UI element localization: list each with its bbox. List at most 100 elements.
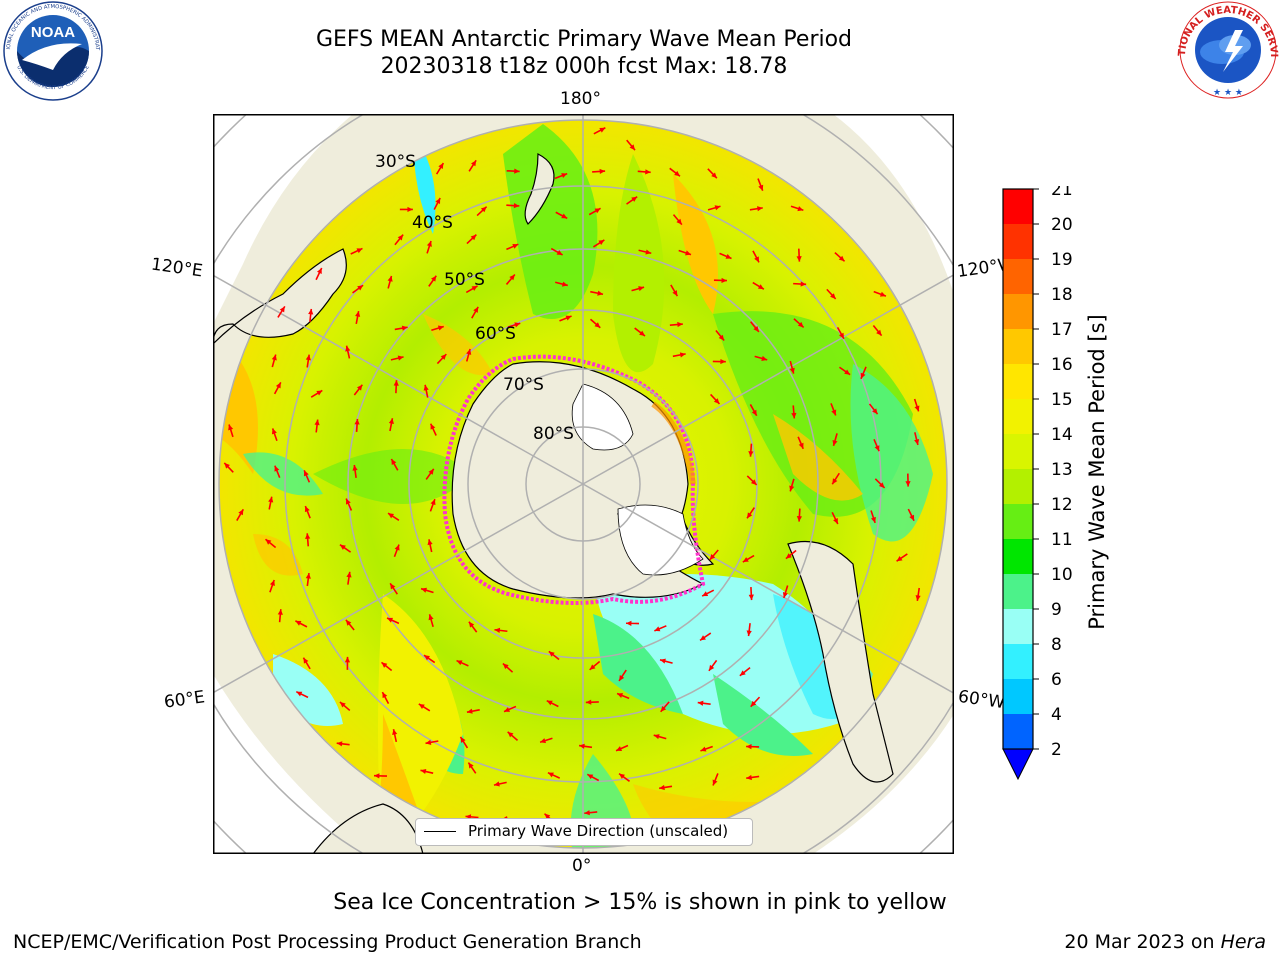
wave-arrow (707, 205, 721, 211)
wave-arrow (353, 384, 363, 396)
wave-arrow (429, 498, 436, 512)
wave-arrow (832, 433, 838, 447)
wave-arrow (466, 234, 477, 245)
wave-arrow (749, 206, 763, 212)
colorbar-segment (1003, 294, 1033, 329)
colorbar-tick-label: 21 (1051, 186, 1073, 200)
wave-arrow (749, 404, 758, 417)
wave-arrow (459, 736, 469, 749)
colorbar-tick-label: 9 (1051, 600, 1062, 620)
wave-arrow (757, 178, 764, 191)
wave-arrow (914, 432, 920, 446)
wave-arrow (418, 703, 431, 712)
wave-arrow (228, 424, 234, 438)
wave-arrow (388, 418, 394, 432)
wave-arrow (748, 443, 754, 457)
wave-arrow (507, 322, 521, 328)
wave-arrow (625, 620, 640, 626)
wave-arrow (471, 306, 479, 319)
wave-arrow (506, 168, 520, 174)
wave-arrow (339, 701, 351, 712)
wave-arrow (915, 587, 921, 601)
title-line1: GEFS MEAN Antarctic Primary Wave Mean Pe… (315, 27, 853, 52)
wave-arrow (831, 472, 840, 485)
colorbar: 2 4 6 8 9 10 11 12 13 14 15 16 17 18 19 20 21 (1002, 186, 1073, 781)
footer-host: Hera (1220, 931, 1266, 953)
wave-arrow (830, 403, 837, 416)
colorbar-tick-label: 11 (1051, 530, 1073, 550)
wave-arrow (592, 168, 606, 175)
colorbar-segment (1003, 329, 1033, 364)
wave-arrow (274, 465, 281, 479)
wave-arrow (626, 139, 636, 151)
colorbar-tick-label: 10 (1051, 565, 1073, 585)
wave-arrow (386, 617, 400, 625)
wave-arrow (752, 281, 765, 290)
wave-arrow (585, 699, 599, 705)
colorbar-tick-label: 12 (1051, 495, 1073, 515)
wave-arrow (381, 691, 390, 705)
wave-arrow (425, 468, 435, 480)
wave-arrow (467, 762, 477, 774)
footer-credit: NCEP/EMC/Verification Post Processing Pr… (13, 931, 642, 953)
wave-arrow (277, 609, 283, 623)
noaa-logo-icon: NOAA NATIONAL OCEANIC AND ATMOSPHERIC AD… (2, 0, 103, 101)
wave-arrow (429, 423, 437, 436)
wave-arrow (277, 305, 286, 318)
colorbar-extend-arrow (1002, 748, 1034, 781)
lat-label-60s: 60°S (475, 324, 516, 344)
wave-arrow (874, 478, 886, 489)
colorbar-segment (1003, 224, 1033, 259)
wave-arrow (836, 327, 845, 340)
wave-arrow (626, 196, 638, 205)
wave-arrow (310, 389, 323, 398)
lat-label-30s: 30°S (375, 152, 416, 172)
wave-arrow (315, 267, 323, 281)
wave-arrow (672, 214, 683, 226)
wave-arrow (715, 329, 725, 342)
wave-arrow (638, 249, 652, 255)
wave-arrow (669, 321, 683, 328)
wave-arrow (476, 206, 488, 217)
wave-arrow (584, 810, 598, 816)
wave-arrow (295, 690, 309, 699)
wave-arrow (713, 277, 727, 284)
legend-line-icon (424, 831, 456, 832)
wave-arrow (420, 587, 434, 594)
wave-arrow (431, 325, 445, 332)
wave-arrow (750, 696, 761, 708)
wave-arrow (465, 348, 472, 362)
colorbar-tick-label: 20 (1051, 215, 1073, 235)
colorbar-tick-label: 18 (1051, 285, 1073, 305)
svg-text:★ ★ ★: ★ ★ ★ (1213, 88, 1243, 98)
wave-arrow (345, 345, 351, 359)
wave-arrow (559, 315, 572, 322)
wave-arrow (466, 708, 480, 714)
wave-arrow (913, 398, 920, 412)
wave-arrow (465, 285, 478, 294)
colorbar-segment (1003, 679, 1033, 714)
wave-arrow (305, 354, 311, 368)
wave-arrow (789, 478, 795, 492)
colorbar-tick-label: 13 (1051, 460, 1073, 480)
wave-arrow (271, 428, 278, 441)
wave-arrow (427, 539, 433, 553)
wave-arrow (344, 656, 351, 670)
lon-label-0: 0° (572, 856, 592, 876)
wave-arrow (618, 772, 631, 782)
wave-arrow (707, 168, 718, 179)
wave-arrow (345, 619, 355, 631)
colorbar-segment (1003, 574, 1033, 609)
wave-arrow (826, 288, 837, 300)
wave-arrow (339, 544, 352, 553)
wave-arrow (390, 458, 399, 471)
wave-arrow (796, 508, 802, 522)
wave-arrow (719, 252, 732, 260)
wave-arrow (873, 290, 887, 297)
colorbar-segment (1003, 539, 1033, 574)
wave-arrow (796, 248, 802, 262)
wave-arrow (223, 462, 234, 473)
wave-arrow (352, 464, 358, 478)
wave-arrow (791, 405, 797, 419)
wave-arrow (659, 784, 673, 791)
